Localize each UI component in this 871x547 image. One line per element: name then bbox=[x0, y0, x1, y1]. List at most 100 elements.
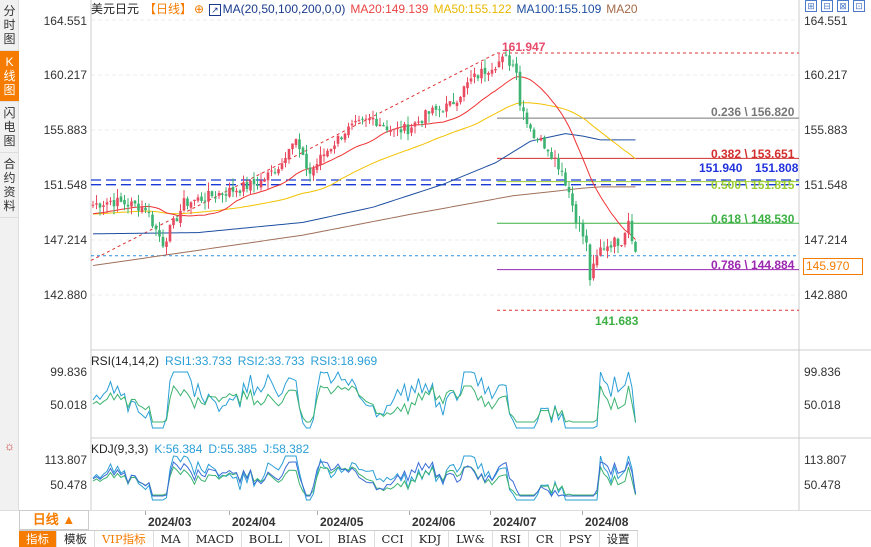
tab-9[interactable]: KDJ bbox=[412, 531, 450, 547]
kdj-axis-high-right: 113.807 bbox=[804, 453, 847, 467]
candle-body bbox=[623, 232, 627, 245]
candle-body bbox=[501, 56, 504, 63]
candle-body bbox=[448, 101, 452, 106]
kdj-k-line bbox=[92, 460, 636, 497]
candle-body bbox=[466, 82, 469, 89]
zoom-out-icon[interactable]: ⊟ bbox=[821, 0, 833, 12]
candle-body bbox=[361, 118, 364, 120]
candle-body bbox=[483, 67, 487, 74]
zoom-in-icon[interactable]: ⊞ bbox=[805, 0, 817, 12]
fullscreen-icon[interactable]: ⊠ bbox=[837, 0, 849, 12]
indicator-settings-icon[interactable]: ☼ bbox=[4, 439, 15, 453]
fib-low-label: 141.683 bbox=[595, 314, 639, 328]
candle-body bbox=[445, 103, 448, 112]
candle-body bbox=[434, 106, 438, 110]
candle-body bbox=[364, 118, 368, 120]
tab-7[interactable]: BIAS bbox=[330, 531, 375, 547]
kdj-d-value: D:55.385 bbox=[208, 442, 258, 456]
tab-2[interactable]: VIP指标 bbox=[95, 531, 154, 547]
candle-body bbox=[508, 55, 511, 66]
kdj-axis-high: 113.807 bbox=[44, 453, 88, 467]
tab-14[interactable]: 设置 bbox=[600, 531, 638, 547]
candle-body bbox=[98, 203, 102, 208]
candle-body bbox=[259, 180, 263, 188]
price-axis-label: 147.214 bbox=[43, 233, 87, 247]
candle-body bbox=[203, 200, 207, 202]
candle-body bbox=[214, 197, 217, 199]
candle-body bbox=[459, 96, 462, 103]
sidebar: 分时图 K线图 闪电图 合约资料 ☼ bbox=[0, 0, 19, 510]
tab-1[interactable]: 模板 bbox=[57, 531, 95, 547]
tab-5[interactable]: BOLL bbox=[242, 531, 291, 547]
candle-body bbox=[438, 109, 441, 111]
fib-level-label: 0.500 \ 151.815 bbox=[711, 178, 795, 192]
candle-body bbox=[452, 101, 455, 105]
candle-body bbox=[133, 200, 137, 204]
candle-body bbox=[375, 118, 378, 126]
ma-label: MA(20,50,100,200,0,0) bbox=[222, 2, 346, 16]
candle-body bbox=[378, 124, 382, 127]
candle-body bbox=[249, 180, 252, 191]
tab-4[interactable]: MACD bbox=[189, 531, 242, 547]
add-icon[interactable]: ⊕ bbox=[194, 2, 205, 16]
candle-body bbox=[613, 237, 616, 247]
candle-body bbox=[126, 204, 130, 207]
candle-body bbox=[210, 191, 214, 197]
price-axis-label: 142.880 bbox=[804, 288, 848, 302]
candle-body bbox=[326, 150, 329, 157]
candle-body bbox=[620, 245, 623, 247]
candle-body bbox=[298, 139, 301, 150]
tab-time-sharing[interactable]: 分时图 bbox=[0, 0, 19, 51]
candle-body bbox=[606, 246, 609, 252]
candle-body bbox=[305, 153, 308, 169]
kline-chart[interactable] bbox=[19, 0, 871, 510]
candle-body bbox=[532, 129, 536, 138]
layout-icon[interactable]: ⊡ bbox=[853, 0, 865, 12]
candle-body bbox=[102, 205, 105, 207]
candle-body bbox=[368, 118, 371, 121]
candle-body bbox=[200, 196, 203, 201]
candle-body bbox=[431, 107, 434, 114]
ma200-line bbox=[92, 186, 636, 267]
current-price-tag: 145.970 bbox=[803, 258, 863, 275]
tab-0[interactable]: 指标 bbox=[19, 531, 57, 547]
candle-body bbox=[406, 124, 410, 135]
candle-body bbox=[497, 61, 501, 68]
candle-body bbox=[581, 222, 585, 237]
tab-contract-info[interactable]: 合约资料 bbox=[0, 153, 19, 218]
rsi1-value: RSI1:33.733 bbox=[165, 354, 232, 368]
date-label: 2024/06 bbox=[412, 515, 456, 529]
tab-13[interactable]: PSY bbox=[561, 531, 600, 547]
candle-body bbox=[221, 193, 224, 195]
candle-body bbox=[490, 69, 494, 74]
candle-body bbox=[420, 121, 424, 124]
tab-flash-chart[interactable]: 闪电图 bbox=[0, 102, 19, 153]
candle-body bbox=[525, 112, 529, 124]
tab-12[interactable]: CR bbox=[529, 531, 562, 547]
kdj-axis-mid-right: 50.478 bbox=[804, 478, 841, 492]
candle-body bbox=[217, 193, 221, 196]
candle-body bbox=[144, 207, 147, 211]
candle-body bbox=[476, 75, 480, 79]
chart-area[interactable]: 美元日元 【日线】 ⊕ ↗ MA(20,50,100,200,0,0) MA20:149.… bbox=[19, 0, 871, 510]
tab-11[interactable]: RSI bbox=[493, 531, 529, 547]
ma-chart-icon[interactable]: ↗ bbox=[209, 4, 221, 16]
date-label: 2024/08 bbox=[585, 515, 629, 529]
ma50-value: MA50:155.122 bbox=[433, 2, 512, 16]
tab-3[interactable]: MA bbox=[154, 531, 189, 547]
period-selector[interactable]: 日线 ▲ bbox=[19, 510, 89, 530]
rsi-axis-high: 99.836 bbox=[50, 365, 87, 379]
price-axis-label: 155.883 bbox=[804, 123, 848, 137]
period-label: 【日线】 bbox=[144, 2, 193, 16]
tab-kline[interactable]: K线图 bbox=[0, 51, 19, 102]
ma20-line bbox=[92, 76, 636, 240]
tab-8[interactable]: CCI bbox=[375, 531, 412, 547]
candle-body bbox=[186, 198, 189, 206]
tab-10[interactable]: LW& bbox=[449, 531, 493, 547]
rsi-legend: RSI(14,14,2) RSI1:33.733 RSI2:33.733 RSI3:1… bbox=[91, 354, 383, 368]
candle-body bbox=[578, 222, 581, 224]
candle-body bbox=[630, 220, 634, 242]
candle-body bbox=[161, 236, 165, 247]
candle-body bbox=[473, 73, 476, 78]
tab-6[interactable]: VOL bbox=[290, 531, 331, 547]
